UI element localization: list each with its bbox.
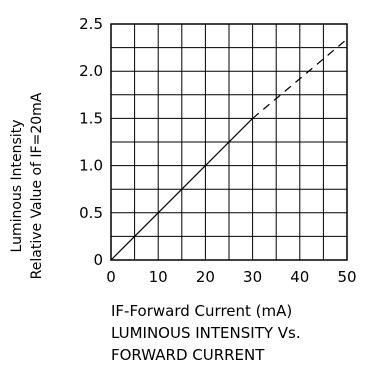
plot-border <box>110 23 348 261</box>
y-tick-label: 2.5 <box>79 15 103 33</box>
x-tick-label: 20 <box>196 268 215 286</box>
x-tick-label: 0 <box>106 268 116 286</box>
x-axis-title: IF-Forward Current (mA) <box>111 302 292 320</box>
chart-series <box>110 38 348 261</box>
y-axis-title-line2: Relative Value of IF=20mA <box>29 92 45 279</box>
y-tick-label: 0 <box>93 251 103 269</box>
x-tick-label: 40 <box>290 268 309 286</box>
plot-area-border <box>110 23 348 261</box>
y-axis-title-line1: Luminous Intensity <box>9 120 25 253</box>
series-line-solid <box>110 117 254 261</box>
series-line-dashed <box>252 38 348 119</box>
caption-line2: FORWARD CURRENT <box>111 346 265 364</box>
y-tick-label: 1.5 <box>79 109 103 127</box>
x-tick-label: 30 <box>243 268 262 286</box>
y-tick-label: 2.0 <box>79 62 103 80</box>
y-axis-title: Luminous Intensity Relative Value of IF=… <box>9 92 45 279</box>
y-tick-label: 1.0 <box>79 157 103 175</box>
y-axis-ticks: 0 0.5 1.0 1.5 2.0 2.5 <box>79 15 103 269</box>
caption-line1: LUMINOUS INTENSITY Vs. <box>111 324 301 342</box>
y-tick-label: 0.5 <box>79 204 103 222</box>
x-tick-label: 10 <box>149 268 168 286</box>
x-tick-label: 50 <box>337 268 356 286</box>
x-axis-ticks: 0 10 20 30 40 50 <box>106 268 356 286</box>
